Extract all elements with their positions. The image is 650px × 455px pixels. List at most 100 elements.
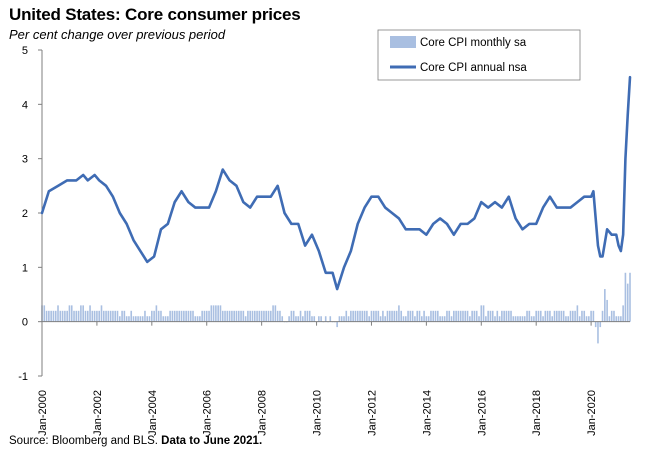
monthly-bar <box>57 305 59 322</box>
monthly-bar <box>235 310 238 322</box>
y-tick-label: 2 <box>22 208 28 220</box>
monthly-bar <box>86 310 89 322</box>
monthly-bar <box>194 316 197 322</box>
monthly-bar <box>93 310 96 322</box>
monthly-bar <box>494 316 496 322</box>
monthly-bar <box>404 316 407 322</box>
monthly-bar <box>606 299 608 322</box>
monthly-bar <box>48 310 50 322</box>
monthly-bar <box>221 310 224 322</box>
monthly-bar <box>386 310 389 322</box>
monthly-bar <box>407 310 409 322</box>
monthly-bar <box>244 316 247 322</box>
x-tick-label: Jan-2010 <box>312 390 324 436</box>
monthly-bar <box>615 316 618 322</box>
monthly-bar <box>624 272 627 322</box>
monthly-bar <box>59 310 62 322</box>
monthly-bar <box>176 310 178 322</box>
monthly-bar <box>581 310 583 322</box>
y-tick-label: 4 <box>22 99 28 111</box>
monthly-bar <box>45 310 48 322</box>
monthly-bar <box>144 310 146 322</box>
monthly-bar <box>588 316 590 322</box>
monthly-bar <box>84 310 87 322</box>
monthly-bar <box>70 305 73 322</box>
monthly-bar <box>160 310 162 322</box>
monthly-bar <box>212 305 215 322</box>
monthly-bar <box>52 310 55 322</box>
monthly-bar <box>592 310 595 322</box>
monthly-bar <box>372 310 375 322</box>
monthly-bar <box>297 316 300 322</box>
monthly-bar <box>572 310 574 322</box>
monthly-bar <box>505 310 508 322</box>
monthly-bar <box>617 316 620 322</box>
monthly-bar <box>180 310 183 322</box>
monthly-bar <box>475 310 478 322</box>
monthly-bar <box>583 310 586 322</box>
monthly-bar <box>393 310 396 322</box>
monthly-bar <box>247 310 249 322</box>
monthly-bar <box>269 310 272 322</box>
monthly-bar <box>565 316 567 322</box>
y-tick-label: 3 <box>22 154 28 166</box>
monthly-bar <box>510 310 512 322</box>
monthly-bar <box>162 316 165 322</box>
monthly-bar <box>50 310 52 322</box>
monthly-bar <box>562 310 565 322</box>
monthly-bar <box>377 310 380 322</box>
monthly-bar <box>432 310 435 322</box>
monthly-bar <box>263 310 265 322</box>
monthly-bar <box>366 310 368 322</box>
monthly-bar <box>302 316 304 322</box>
monthly-bar <box>219 305 222 322</box>
monthly-bar <box>347 316 350 322</box>
monthly-bar <box>201 310 203 322</box>
monthly-bar <box>437 310 439 322</box>
x-tick-label: Jan-2004 <box>147 390 159 436</box>
monthly-bar <box>258 310 261 322</box>
monthly-bar <box>558 310 560 322</box>
monthly-bar <box>100 305 103 322</box>
monthly-bar <box>363 310 366 322</box>
monthly-bar <box>560 310 563 322</box>
monthly-bar <box>517 316 519 322</box>
monthly-bars-series <box>41 272 631 344</box>
x-tick-label: Jan-2008 <box>257 390 269 436</box>
monthly-bar <box>164 316 167 322</box>
monthly-bar <box>68 305 71 322</box>
monthly-bar <box>288 316 290 322</box>
monthly-bar <box>189 310 192 322</box>
monthly-bar <box>318 316 320 322</box>
monthly-bar <box>169 310 171 322</box>
monthly-bar <box>242 310 245 322</box>
monthly-bar <box>105 310 107 322</box>
monthly-bar <box>578 316 581 322</box>
monthly-bar <box>109 310 112 322</box>
monthly-bar <box>185 310 187 322</box>
monthly-bar <box>594 321 597 328</box>
monthly-bar <box>130 310 133 322</box>
monthly-bar <box>121 310 123 322</box>
monthly-bar <box>338 316 341 322</box>
monthly-bar <box>453 310 455 322</box>
monthly-bar <box>290 310 293 322</box>
monthly-bar <box>311 316 313 322</box>
monthly-bar <box>604 289 606 322</box>
monthly-bar <box>183 310 185 322</box>
monthly-bar <box>304 310 306 322</box>
monthly-bar <box>629 272 631 322</box>
legend-swatch-monthly <box>390 36 416 48</box>
monthly-bar <box>196 316 199 322</box>
monthly-bar <box>546 310 549 322</box>
monthly-bar <box>276 310 279 322</box>
monthly-bar <box>359 310 361 322</box>
monthly-bar <box>228 310 231 322</box>
monthly-bar <box>313 316 316 322</box>
source-note: Source: Bloomberg and BLS. Data to June … <box>9 435 262 447</box>
monthly-bar <box>446 310 448 322</box>
monthly-bar <box>295 316 297 322</box>
monthly-bar <box>224 310 226 322</box>
monthly-bar <box>430 310 432 322</box>
monthly-bar <box>203 310 206 322</box>
